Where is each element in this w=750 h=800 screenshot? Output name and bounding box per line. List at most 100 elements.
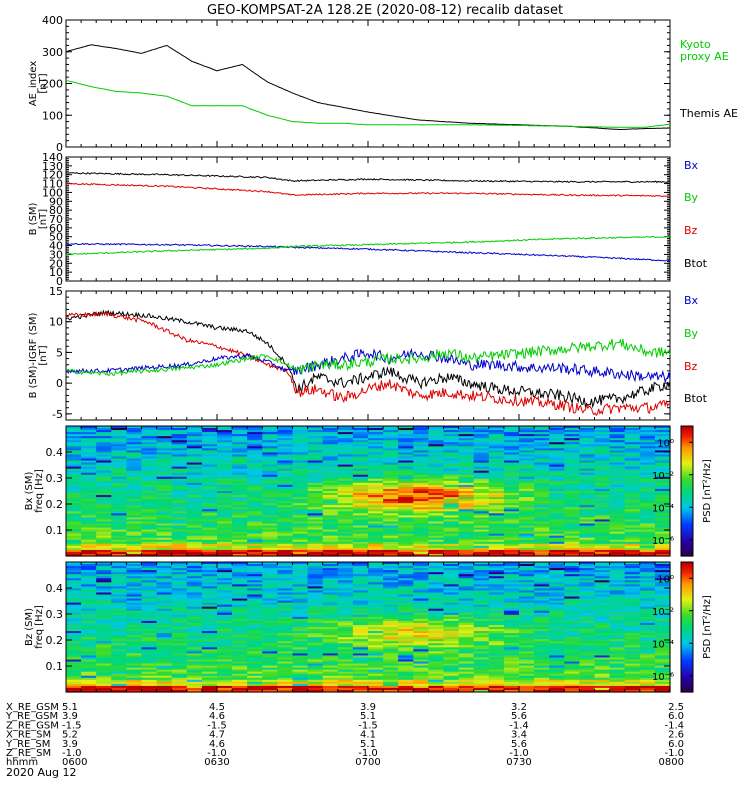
bzpsd-cell xyxy=(232,675,248,679)
bxpsd-cell xyxy=(201,476,218,480)
bzpsd-cell xyxy=(413,616,429,620)
bxpsd-cell xyxy=(398,430,414,433)
bxpsd-cell xyxy=(292,452,309,456)
bxpsd-cell xyxy=(352,430,369,433)
bxpsd-cell xyxy=(247,446,263,449)
bxpsd-cell xyxy=(307,513,324,516)
bxpsd-cell xyxy=(534,448,550,451)
bxpsd-cell xyxy=(171,519,188,523)
bxpsd-cell xyxy=(307,460,324,464)
bzpsd-cell xyxy=(352,645,369,648)
bxpsd-cell xyxy=(654,519,671,523)
bxpsd-cell xyxy=(549,549,565,553)
bzpsd-cell xyxy=(398,592,414,596)
bxpsd-cell xyxy=(594,484,611,488)
bzpsd-cell xyxy=(443,627,460,630)
bxpsd-cell xyxy=(81,529,97,533)
bxpsd-cell xyxy=(337,531,354,535)
bzpsd-cell xyxy=(66,606,82,610)
bxpsd-colorbar-label: PSD [nT²/Hz] xyxy=(702,459,713,523)
bzpsd-cell xyxy=(81,631,97,634)
bxpsd-cell xyxy=(232,448,248,451)
bxpsd-cell xyxy=(654,507,671,510)
bzpsd-cell xyxy=(81,649,97,652)
bxpsd-cell xyxy=(217,547,233,551)
bzpsd-cell xyxy=(383,687,399,691)
bxpsd-cell xyxy=(579,503,596,506)
bzpsd-cell xyxy=(398,614,414,618)
bzpsd-cell xyxy=(322,598,339,602)
bxpsd-cell xyxy=(383,448,399,451)
bzpsd-cell xyxy=(443,647,460,650)
bzpsd-cell xyxy=(443,629,460,632)
bxpsd-cell xyxy=(322,482,339,486)
bxpsd-cell xyxy=(368,438,384,441)
bxpsd-cell xyxy=(247,529,263,533)
bxpsd-cell xyxy=(111,440,127,443)
bzpsd-cell xyxy=(66,659,82,663)
bxpsd-cell xyxy=(81,466,97,470)
bzpsd-cell xyxy=(96,675,112,679)
bzpsd-cell xyxy=(307,681,324,685)
bxpsd-cell xyxy=(352,470,369,474)
bzpsd-cell xyxy=(81,584,97,587)
bxpsd-cell xyxy=(624,474,641,478)
bxpsd-cell xyxy=(66,470,82,474)
bzpsd-cell xyxy=(201,602,218,606)
bzpsd-cell xyxy=(428,586,445,590)
bxpsd-cell xyxy=(624,466,641,470)
bzpsd-cell xyxy=(111,675,127,679)
bzpsd-cell xyxy=(352,653,369,657)
bxpsd-cell xyxy=(96,430,112,433)
bxpsd-cell xyxy=(307,440,324,443)
bxpsd-cell xyxy=(398,513,414,516)
bzpsd-cell xyxy=(141,645,158,648)
bxpsd-cell xyxy=(609,452,626,456)
bxpsd-cell xyxy=(247,450,263,454)
bzpsd-cell xyxy=(81,667,97,671)
bxpsd-cell xyxy=(337,535,354,539)
bxpsd-cell xyxy=(443,539,460,543)
bzpsd-cell xyxy=(352,685,369,689)
bxpsd-cell xyxy=(639,537,656,541)
bxpsd-cell xyxy=(519,448,535,451)
bzpsd-cell xyxy=(383,564,399,567)
bxpsd-cell xyxy=(141,432,158,435)
bxpsd-cell xyxy=(141,454,158,458)
bxpsd-cell xyxy=(383,531,399,535)
bxpsd-cell xyxy=(398,501,414,504)
bxpsd-cell xyxy=(534,470,550,474)
bzpsd-cell xyxy=(201,614,218,618)
bxpsd-cell xyxy=(171,507,188,510)
bxpsd-cell xyxy=(398,460,414,464)
bxpsd-cell xyxy=(654,442,671,445)
bxpsd-cell xyxy=(247,458,263,462)
bsm-ytick-label: 20 xyxy=(49,257,63,270)
bzpsd-cell xyxy=(292,620,309,624)
bzpsd-cell xyxy=(126,675,143,679)
bxpsd-cell xyxy=(277,466,294,470)
bxpsd-cell xyxy=(443,547,460,551)
bxpsd-cell xyxy=(66,511,82,514)
bxpsd-cell xyxy=(579,499,596,502)
bxpsd-cell xyxy=(564,428,580,431)
bxpsd-cell xyxy=(654,497,671,500)
bxpsd-cell xyxy=(81,428,97,431)
bxpsd-cell xyxy=(428,446,445,449)
bxpsd-cell xyxy=(534,436,550,439)
bxpsd-cell xyxy=(564,446,580,449)
bzpsd-cell xyxy=(307,643,324,646)
bxpsd-cell xyxy=(352,450,369,454)
bxpsd-cell xyxy=(594,549,611,553)
bxpsd-cell xyxy=(473,553,490,557)
bxpsd-cell xyxy=(413,462,429,466)
bxpsd-cell xyxy=(277,488,294,492)
bxpsd-cell xyxy=(488,535,505,539)
bxpsd-cell xyxy=(473,535,490,539)
bxpsd-cell xyxy=(186,521,203,525)
bxpsd-cell xyxy=(111,493,127,496)
bzpsd-cell xyxy=(383,675,399,679)
dbsm-ytick-label: 0 xyxy=(56,377,63,390)
bzpsd-cell xyxy=(277,627,294,630)
bxpsd-cell xyxy=(368,533,384,537)
